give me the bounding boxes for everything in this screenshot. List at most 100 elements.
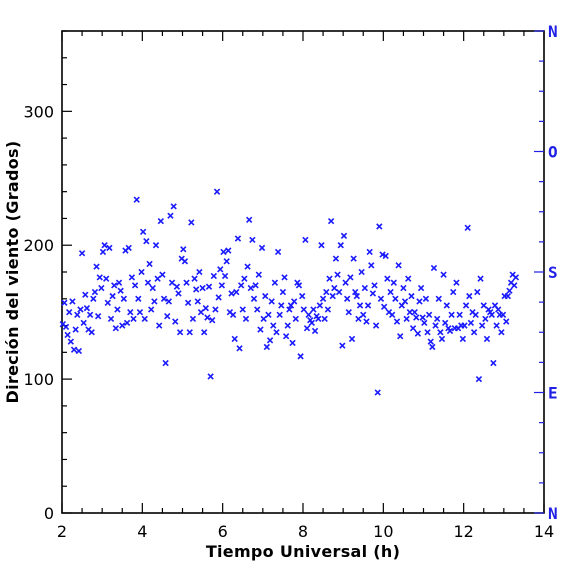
point-stroke [178, 255, 185, 262]
point-stroke [478, 322, 486, 329]
data-point [464, 224, 471, 231]
data-point [181, 258, 189, 265]
point-stroke [347, 274, 354, 281]
data-point [172, 318, 179, 325]
point-stroke [69, 298, 76, 305]
data-point [207, 373, 214, 380]
point-stroke [239, 306, 246, 313]
point-stroke [495, 306, 502, 313]
data-point [101, 242, 108, 249]
point-stroke [380, 303, 388, 310]
point-stroke [106, 244, 113, 252]
y-tick-label: 100 [23, 370, 54, 389]
point-stroke [249, 236, 256, 244]
data-point [86, 311, 94, 319]
point-stroke [204, 314, 211, 321]
data-point [392, 295, 399, 302]
data-point [453, 279, 460, 286]
data-point [139, 228, 147, 235]
data-point [512, 274, 520, 281]
data-point [416, 298, 423, 305]
point-stroke [61, 299, 68, 306]
point-stroke [220, 248, 227, 256]
x-tick-label: 14 [534, 522, 554, 541]
data-point [120, 295, 128, 302]
point-stroke [111, 282, 118, 289]
data-point [114, 306, 121, 313]
point-stroke [417, 284, 425, 292]
point-stroke [369, 290, 377, 297]
point-stroke [491, 302, 499, 309]
point-stroke [504, 292, 512, 300]
point-stroke [422, 295, 430, 302]
data-point [387, 288, 394, 296]
point-stroke [360, 311, 367, 319]
point-stroke [503, 318, 510, 325]
data-point [339, 342, 346, 349]
data-point [265, 311, 272, 319]
data-point [297, 353, 304, 360]
point-stroke [281, 274, 288, 281]
data-point [70, 346, 78, 353]
x-tick-label: 6 [218, 522, 228, 541]
point-stroke [483, 335, 491, 343]
point-stroke [279, 288, 287, 296]
data-point [194, 298, 201, 305]
data-point [173, 283, 181, 290]
y-tick-label: 300 [23, 102, 54, 121]
point-stroke [376, 223, 383, 230]
data-point [151, 298, 158, 305]
point-stroke [85, 326, 92, 333]
point-stroke [186, 329, 193, 336]
data-point [450, 288, 457, 296]
point-stroke [252, 282, 259, 289]
data-point [340, 232, 348, 240]
point-stroke [159, 271, 166, 278]
data-point [205, 283, 213, 290]
point-stroke [234, 235, 242, 242]
point-stroke [438, 335, 446, 343]
point-stroke [101, 242, 108, 249]
data-point [356, 302, 364, 309]
data-point [284, 322, 291, 329]
x-tick-label: 10 [373, 522, 393, 541]
point-stroke [282, 333, 290, 340]
point-stroke [207, 373, 214, 380]
point-stroke [273, 329, 280, 336]
data-point [210, 272, 217, 280]
data-point [292, 315, 299, 323]
point-stroke [96, 274, 103, 281]
data-point [446, 327, 454, 335]
point-stroke [72, 326, 79, 333]
data-point [417, 284, 425, 292]
point-stroke [405, 275, 412, 282]
point-stroke [461, 322, 468, 329]
point-stroke [210, 272, 217, 280]
point-stroke [319, 295, 327, 302]
x-axis-label: Tiempo Universal (h) [206, 542, 400, 561]
point-stroke [167, 212, 174, 219]
data-point [395, 262, 402, 269]
data-point [303, 325, 311, 332]
data-point [154, 275, 161, 282]
point-stroke [374, 389, 381, 396]
point-stroke [202, 304, 209, 312]
point-stroke [390, 279, 397, 286]
data-point [197, 309, 205, 316]
point-stroke [331, 284, 338, 292]
point-stroke [295, 282, 303, 289]
point-stroke [403, 315, 410, 323]
point-stroke [123, 319, 131, 327]
point-stroke [327, 217, 335, 225]
point-stroke [136, 309, 144, 316]
data-point [332, 255, 340, 262]
data-point [131, 282, 139, 289]
data-point [239, 306, 246, 313]
point-stroke [329, 292, 336, 300]
point-stroke [164, 313, 171, 320]
data-point [384, 275, 391, 282]
data-point [130, 315, 137, 323]
point-stroke [316, 302, 324, 309]
point-stroke [201, 329, 208, 336]
data-point [382, 252, 389, 260]
